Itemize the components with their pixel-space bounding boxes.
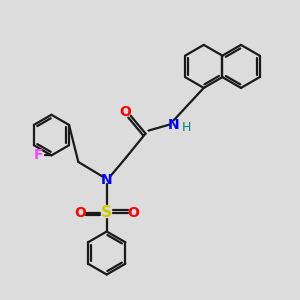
Text: F: F <box>33 148 43 162</box>
Text: O: O <box>119 105 131 119</box>
Text: H: H <box>182 121 191 134</box>
Text: N: N <box>168 118 180 132</box>
Text: O: O <box>74 206 86 220</box>
Text: N: N <box>101 173 112 187</box>
Text: O: O <box>128 206 140 220</box>
Text: S: S <box>101 205 112 220</box>
